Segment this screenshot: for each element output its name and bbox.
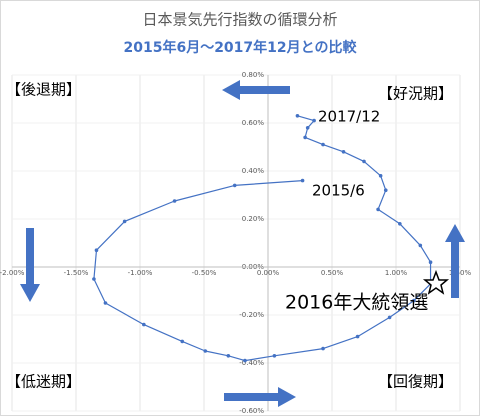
annotation: 2016年大統領選: [285, 292, 428, 314]
data-point: [305, 126, 310, 130]
annotation: 2017/12: [318, 108, 380, 126]
data-point: [94, 248, 99, 252]
data-point: [378, 174, 383, 178]
grid: -2.00%-1.50%-1.00%-0.50%0.00%0.50%1.00%1…: [0, 71, 471, 415]
data-point: [142, 322, 146, 327]
x-tick-label: 1.50%: [449, 269, 472, 277]
data-point: [355, 334, 360, 339]
x-tick-label: -0.50%: [192, 269, 217, 277]
data-point: [92, 277, 96, 281]
data-point: [226, 354, 231, 358]
data-point: [418, 243, 423, 248]
annotation: 2015/6: [312, 182, 365, 200]
data-point: [321, 346, 325, 351]
data-point: [103, 301, 108, 305]
y-tick-label: 0.40%: [242, 167, 265, 175]
arrow-up: [445, 224, 465, 298]
y-tick-label: 0.60%: [242, 119, 265, 127]
x-tick-label: -2.00%: [0, 269, 25, 277]
y-tick-label: -0.60%: [239, 407, 264, 415]
data-point: [428, 260, 433, 265]
quadrant-label: 【低迷期】: [6, 373, 81, 391]
plot: [92, 114, 433, 363]
data-point: [122, 219, 127, 224]
x-tick-label: 1.00%: [385, 269, 408, 277]
y-tick-label: 0.80%: [242, 71, 265, 79]
data-point: [300, 178, 305, 183]
data-point: [203, 349, 208, 353]
y-tick-label: -0.40%: [239, 359, 264, 367]
y-tick-label: 0.20%: [242, 215, 265, 223]
x-tick-label: -1.00%: [128, 269, 153, 277]
data-point: [321, 142, 325, 147]
data-point: [341, 150, 346, 154]
data-point: [243, 358, 247, 363]
arrow-right: [224, 387, 296, 407]
data-point: [362, 159, 366, 164]
data-point: [295, 114, 300, 118]
data-point: [172, 199, 177, 203]
data-point: [383, 188, 388, 192]
y-tick-label: -0.20%: [239, 311, 264, 319]
data-point: [303, 135, 307, 140]
chart-title: 日本景気先行指数の循環分析: [142, 11, 337, 29]
star-marker: [422, 269, 450, 295]
data-point: [412, 298, 416, 303]
data-point: [232, 183, 237, 188]
data-point: [272, 354, 277, 358]
quadrant-label: 【後退期】: [6, 81, 81, 99]
data-point: [376, 207, 380, 212]
chart-subtitle: 2015年6月～2017年12月との比較: [123, 39, 357, 56]
quadrant-label: 【回復期】: [378, 373, 453, 391]
data-point: [398, 222, 402, 226]
quadrant-label: 【好況期】: [378, 85, 453, 103]
arrow-left: [222, 80, 290, 100]
arrow-down: [20, 228, 40, 302]
data-point: [387, 315, 392, 320]
data-point: [180, 339, 185, 344]
data-point: [312, 118, 316, 123]
x-tick-label: 0.50%: [321, 269, 344, 277]
x-tick-label: -1.50%: [64, 269, 89, 277]
